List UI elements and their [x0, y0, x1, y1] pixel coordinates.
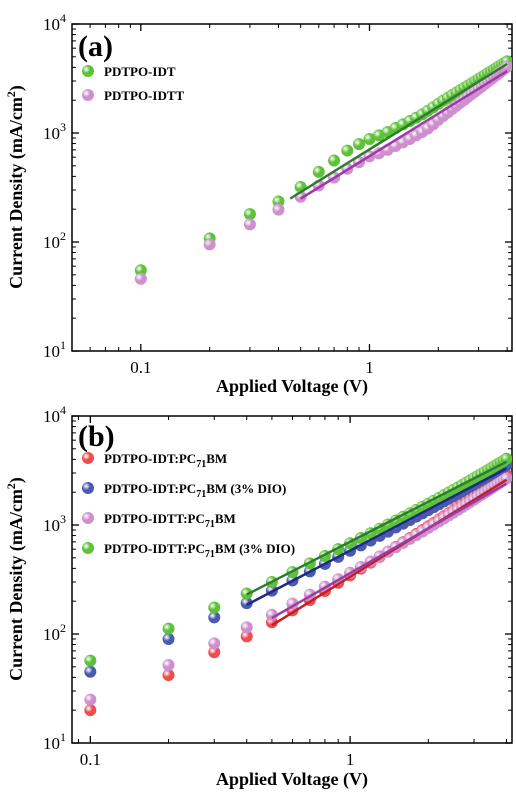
panel-label-b: (b): [78, 420, 115, 453]
fit-lines-b: [246, 460, 508, 627]
data-point: [240, 597, 253, 610]
legend-label: PDTPO-IDTT:PC71BM: [104, 511, 236, 530]
y-axis-label-a: Current Density (mA/cm2): [4, 85, 27, 289]
x-tick-label: 1: [346, 750, 355, 769]
data-point: [84, 665, 97, 678]
fit-line: [289, 62, 508, 200]
data-point: [312, 165, 325, 178]
panel-label-a: (a): [78, 30, 113, 63]
axis-ticks-b: 0.1 1 101 102 103 104: [43, 403, 512, 769]
data-point: [501, 60, 512, 73]
data-point: [500, 452, 512, 465]
y-tick-label: 102: [43, 229, 66, 252]
data-point: [162, 632, 175, 645]
data-point: [208, 637, 221, 650]
data-point: [353, 138, 366, 151]
x-axis-label-b: Applied Voltage (V): [216, 769, 368, 790]
legend-marker: [82, 512, 94, 524]
fit-line: [246, 467, 508, 606]
x-tick-label: 0.1: [80, 750, 101, 769]
y-tick-label: 103: [43, 120, 66, 143]
data-point: [84, 654, 97, 667]
data-point: [162, 622, 175, 635]
legend-label: PDTPO-IDT:PC71BM: [104, 451, 227, 470]
chart-panel-a: (a) 0.1 1 101 102 103 104 Applied Voltage (V)…: [4, 11, 513, 397]
legend-marker: [82, 542, 94, 554]
legend-b: PDTPO-IDT:PC71BM PDTPO-IDT:PC71BM (3% DIO…: [82, 451, 295, 560]
data-point: [84, 693, 97, 706]
data-point: [208, 611, 221, 624]
fit-line: [271, 482, 508, 620]
legend-a: PDTPO-IDT PDTPO-IDTT: [82, 64, 185, 103]
data-point: [162, 658, 175, 671]
fit-line: [300, 70, 508, 200]
y-tick-label: 103: [43, 512, 66, 535]
x-tick-label: 0.1: [130, 358, 151, 377]
legend-label: PDTPO-IDTT:PC71BM (3% DIO): [104, 541, 295, 560]
legend-marker: [82, 452, 94, 464]
data-point: [243, 218, 256, 231]
data-point: [134, 264, 147, 277]
data-point: [84, 704, 97, 717]
data-point: [240, 621, 253, 634]
data-points-a: [134, 55, 512, 285]
data-point: [341, 144, 354, 157]
legend-label: PDTPO-IDT:PC71BM (3% DIO): [104, 481, 286, 500]
data-point: [265, 608, 278, 621]
y-tick-label: 101: [43, 338, 66, 361]
fit-line: [246, 460, 508, 596]
data-point: [272, 203, 285, 216]
plot-frame-a: [71, 23, 513, 352]
data-point: [363, 133, 376, 146]
data-point: [208, 646, 221, 659]
axis-ticks-a: 0.1 1 101 102 103 104: [43, 11, 512, 377]
data-point: [162, 669, 175, 682]
data-point: [240, 630, 253, 643]
legend-marker: [82, 65, 94, 77]
y-tick-label: 104: [43, 11, 66, 34]
data-point: [208, 601, 221, 614]
y-tick-label: 101: [43, 730, 66, 753]
legend-marker: [82, 89, 94, 101]
fit-line: [271, 478, 508, 627]
fit-lines-a: [289, 62, 508, 200]
legend-label: PDTPO-IDT: [104, 64, 176, 79]
y-axis-label-b: Current Density (mA/cm2): [4, 477, 27, 681]
chart-panel-b: (b) 0.1 1 101 102 103 104 Applied Voltage (V)…: [4, 403, 513, 790]
x-axis-label-a: Applied Voltage (V): [216, 376, 368, 397]
x-tick-label: 1: [365, 358, 374, 377]
legend-label: PDTPO-IDTT: [104, 88, 185, 103]
y-tick-label: 104: [43, 403, 66, 426]
data-point: [243, 208, 256, 221]
data-point: [328, 154, 341, 167]
legend-marker: [82, 482, 94, 494]
y-tick-label: 102: [43, 621, 66, 644]
data-point: [134, 272, 147, 285]
data-point: [203, 238, 216, 251]
